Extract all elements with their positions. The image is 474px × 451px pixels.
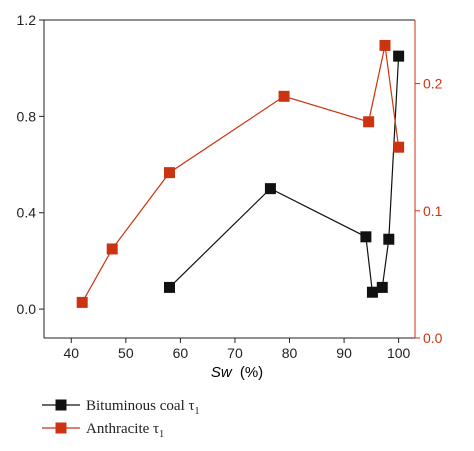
legend-item-anthracite: Anthracite τ1 — [42, 421, 164, 440]
x-axis-unit: (%) — [240, 364, 263, 381]
legend-label: Bituminous coal τ1 — [86, 398, 200, 417]
plot-frame — [43, 19, 416, 339]
data-point-anthracite — [278, 90, 290, 102]
data-point-bituminous — [376, 281, 388, 293]
legend-label-text: Anthracite τ — [86, 421, 159, 437]
series-layer — [76, 39, 405, 308]
data-point-bituminous — [163, 281, 175, 293]
x-tick-label: 70 — [227, 345, 243, 361]
left-tick-label: 1.2 — [17, 12, 37, 28]
right-tick-label: 0.1 — [423, 203, 443, 219]
x-tick-label: 40 — [63, 345, 79, 361]
x-tick-label: 100 — [387, 345, 411, 361]
data-point-bituminous — [264, 183, 276, 195]
legend-label-text: Bituminous coal τ — [86, 398, 195, 414]
data-point-bituminous — [383, 233, 395, 245]
data-point-anthracite — [106, 243, 118, 255]
x-axis: 40 50 60 70 80 90 100 — [63, 338, 411, 361]
series-anthracite — [76, 39, 405, 308]
series-line-anthracite — [81, 45, 400, 303]
data-point-bituminous — [393, 50, 405, 62]
legend-label-subscript: 1 — [159, 429, 164, 440]
data-point-anthracite — [379, 39, 391, 51]
legend-marker — [55, 422, 67, 434]
x-axis-title: Sw (%) — [211, 364, 263, 381]
right-tick-label: 0.0 — [423, 330, 443, 346]
legend-label: Anthracite τ1 — [86, 421, 164, 440]
x-tick-label: 90 — [336, 345, 352, 361]
data-point-anthracite — [76, 296, 88, 308]
data-point-anthracite — [393, 141, 405, 153]
x-axis-variable: Sw — [211, 364, 233, 381]
left-y-axis: 0.0 0.4 0.8 1.2 — [17, 12, 44, 317]
right-tick-label: 0.2 — [423, 76, 443, 92]
data-point-anthracite — [363, 116, 375, 128]
x-tick-label: 50 — [118, 345, 134, 361]
legend-marker — [55, 399, 67, 411]
data-point-bituminous — [360, 231, 372, 243]
series-bituminous — [163, 50, 405, 298]
right-y-axis: 0.0 0.1 0.2 — [415, 76, 443, 346]
data-point-anthracite — [163, 167, 175, 179]
data-point-bituminous — [366, 286, 378, 298]
legend-item-bituminous: Bituminous coal τ1 — [42, 398, 200, 417]
x-tick-label: 80 — [282, 345, 298, 361]
left-tick-label: 0.8 — [17, 108, 37, 124]
x-tick-label: 60 — [173, 345, 189, 361]
legend-label-subscript: 1 — [195, 406, 200, 417]
left-tick-label: 0.4 — [17, 205, 37, 221]
left-tick-label: 0.0 — [17, 301, 37, 317]
